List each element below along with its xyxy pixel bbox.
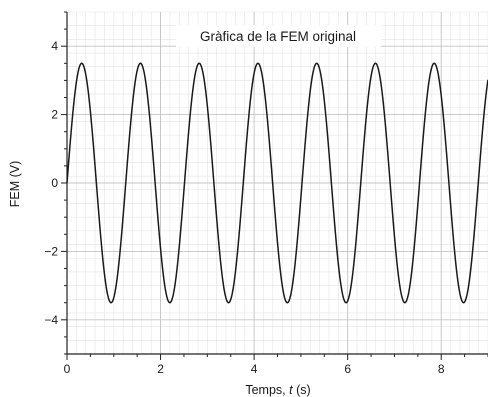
x-tick-label: 0 [64,362,71,376]
y-tick-label: 2 [51,108,58,122]
y-tick-label: 4 [51,39,58,53]
x-axis-label-variable: t [289,383,293,397]
x-axis-label: Temps, t (s) [245,383,310,397]
chart-title: Gràfica de la FEM original [200,29,356,44]
y-tick-label: 0 [51,176,58,190]
x-axis-label-text: Temps, [245,383,289,397]
x-tick-label: 8 [438,362,445,376]
x-tick-label: 2 [157,362,164,376]
series-layer [66,62,488,304]
y-tick-label: −4 [44,313,58,327]
fem-series-line [66,62,488,304]
major-grid [66,12,488,354]
x-axis-label-unit: (s) [293,383,311,397]
tick-labels: 0 2 4 6 8 −4 −2 0 2 4 [44,39,445,376]
y-tick-label: −2 [44,244,58,258]
x-tick-label: 4 [251,362,258,376]
x-tick-label: 6 [344,362,351,376]
chart-title-box: Gràfica de la FEM original [176,25,381,47]
axes [61,11,488,360]
y-axis-label: FEM (V) [8,161,22,208]
